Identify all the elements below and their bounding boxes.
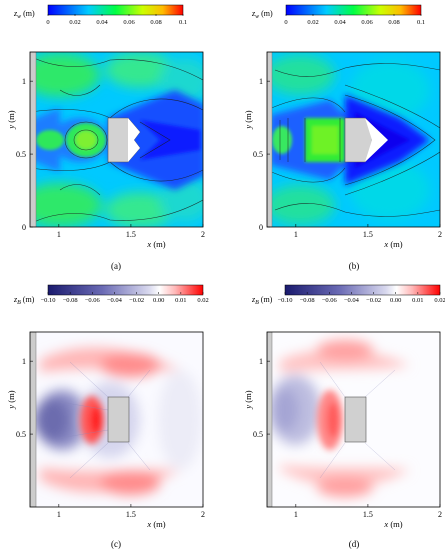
colorbar-tick-label: −0.06 <box>85 297 101 304</box>
colorbar-tick-label: −0.08 <box>300 297 315 304</box>
colorbar-tick-label: 0 <box>284 19 287 26</box>
colorbar-tick-label: 0.01 <box>175 297 186 304</box>
colorbar-tick-label: 0.00 <box>390 297 401 304</box>
colorbar-tick-label: 0.08 <box>388 19 399 26</box>
x-tick-label: 2 <box>201 230 205 239</box>
heatmap-a <box>30 52 203 227</box>
panel-a: zw (m) 0 0.02 0.04 0.06 0.08 0.1 <box>6 4 205 271</box>
colorbar-tick-label: −0.06 <box>322 297 338 304</box>
x-tick-label: 1.5 <box>363 230 373 239</box>
x-tick-label: 1.5 <box>126 510 136 519</box>
panel-c-label: (c) <box>111 539 121 549</box>
colorbar-tick-label: 0.04 <box>334 19 346 26</box>
colorbar-tick-label: 0.06 <box>123 19 135 26</box>
colorbar-tick-label: 0.1 <box>179 19 187 26</box>
colorbar-tick-label: 0.06 <box>361 19 373 26</box>
heatmap-b <box>267 52 440 227</box>
panel-a-label: (a) <box>111 261 121 271</box>
colorbar-tick-label: 0.01 <box>412 297 423 304</box>
heatmap-d <box>267 332 440 507</box>
x-tick-label: 1 <box>294 510 298 519</box>
x-axis-label: x (m) <box>383 239 402 249</box>
colorbar-b: zw (m) 0 0.02 0.04 0.06 0.08 0.1 <box>251 4 425 26</box>
panel-d: zB (m) −0.10 −0.08 −0.06 −0.04 −0.02 0.00 0.01 0… <box>243 284 445 549</box>
plot-area-d <box>266 331 441 508</box>
x-tick-label: 1 <box>57 510 61 519</box>
colorbar-tick-label: −0.10 <box>277 297 292 304</box>
colorbar-d-gradient <box>284 284 441 296</box>
x-tick-label: 1.5 <box>363 510 373 519</box>
colorbar-a: zw (m) 0 0.02 0.04 0.06 0.08 0.1 <box>13 4 187 26</box>
colorbar-a-gradient <box>47 4 184 16</box>
plot-area-b <box>266 51 441 228</box>
colorbar-d: zB (m) −0.10 −0.08 −0.06 −0.04 −0.02 0.00 0.01 0… <box>251 284 445 306</box>
panel-b-label: (b) <box>349 261 360 271</box>
colorbar-c-label: zB (m) <box>13 295 35 306</box>
colorbar-tick-label: −0.10 <box>40 297 55 304</box>
colorbar-tick-label: −0.04 <box>107 297 123 304</box>
y-tick-label: 1 <box>22 357 26 366</box>
colorbar-b-gradient <box>285 4 422 16</box>
colorbar-c-gradient <box>47 284 204 296</box>
y-axis-label: y (m) <box>6 390 16 409</box>
y-axis-label: y (m) <box>243 390 253 409</box>
x-tick-label: 1.5 <box>126 230 136 239</box>
colorbar-a-label: zw (m) <box>13 9 35 20</box>
colorbar-tick-label: 0.00 <box>153 297 164 304</box>
colorbar-tick-label: 0.04 <box>96 19 108 26</box>
colorbar-c: zB (m) −0.10 −0.08 −0.06 −0.04 −0.02 0.00 0.01 0… <box>13 284 209 306</box>
colorbar-tick-label: −0.04 <box>344 297 360 304</box>
obstacle-c <box>107 396 130 443</box>
y-axis-label: y (m) <box>6 110 16 129</box>
y-tick-label: 0 <box>259 223 263 232</box>
colorbar-tick-label: 0.08 <box>150 19 161 26</box>
x-axis-label: x (m) <box>383 519 402 529</box>
y-tick-label: 1 <box>259 77 263 86</box>
x-tick-label: 1 <box>294 230 298 239</box>
y-tick-label: 0.5 <box>16 150 26 159</box>
colorbar-tick-label: 0 <box>46 19 49 26</box>
panel-d-label: (d) <box>349 539 360 549</box>
x-axis-label: x (m) <box>146 239 165 249</box>
colorbar-tick-label: −0.02 <box>366 297 381 304</box>
y-tick-label: 0.5 <box>16 430 26 439</box>
obstacle-d <box>344 396 367 443</box>
y-axis-label: y (m) <box>243 110 253 129</box>
colorbar-tick-label: 0.1 <box>417 19 425 26</box>
y-tick-label: 0.5 <box>253 150 263 159</box>
y-tick-label: 0.5 <box>253 430 263 439</box>
panel-c: zB (m) −0.10 −0.08 −0.06 −0.04 −0.02 0.00 0.01 0… <box>6 284 209 549</box>
x-tick-label: 2 <box>201 510 205 519</box>
colorbar-tick-label: 0.02 <box>307 19 318 26</box>
colorbar-b-label: zw (m) <box>251 9 273 20</box>
colorbar-tick-label: 0.02 <box>197 297 208 304</box>
y-tick-label: 1 <box>22 77 26 86</box>
plot-area-c <box>29 331 204 508</box>
colorbar-tick-label: −0.02 <box>129 297 144 304</box>
x-tick-label: 2 <box>438 510 442 519</box>
y-tick-label: 1 <box>259 357 263 366</box>
heatmap-c <box>30 332 203 507</box>
colorbar-tick-label: 0.02 <box>434 297 445 304</box>
colorbar-d-label: zB (m) <box>251 295 273 306</box>
colorbar-tick-label: 0.02 <box>69 19 80 26</box>
panel-b: zw (m) 0 0.02 0.04 0.06 0.08 0.1 <box>243 4 442 271</box>
x-tick-label: 1 <box>57 230 61 239</box>
x-axis-label: x (m) <box>146 519 165 529</box>
y-tick-label: 0 <box>22 223 26 232</box>
x-tick-label: 2 <box>438 230 442 239</box>
colorbar-tick-label: −0.08 <box>63 297 78 304</box>
plot-area-a <box>29 51 204 228</box>
